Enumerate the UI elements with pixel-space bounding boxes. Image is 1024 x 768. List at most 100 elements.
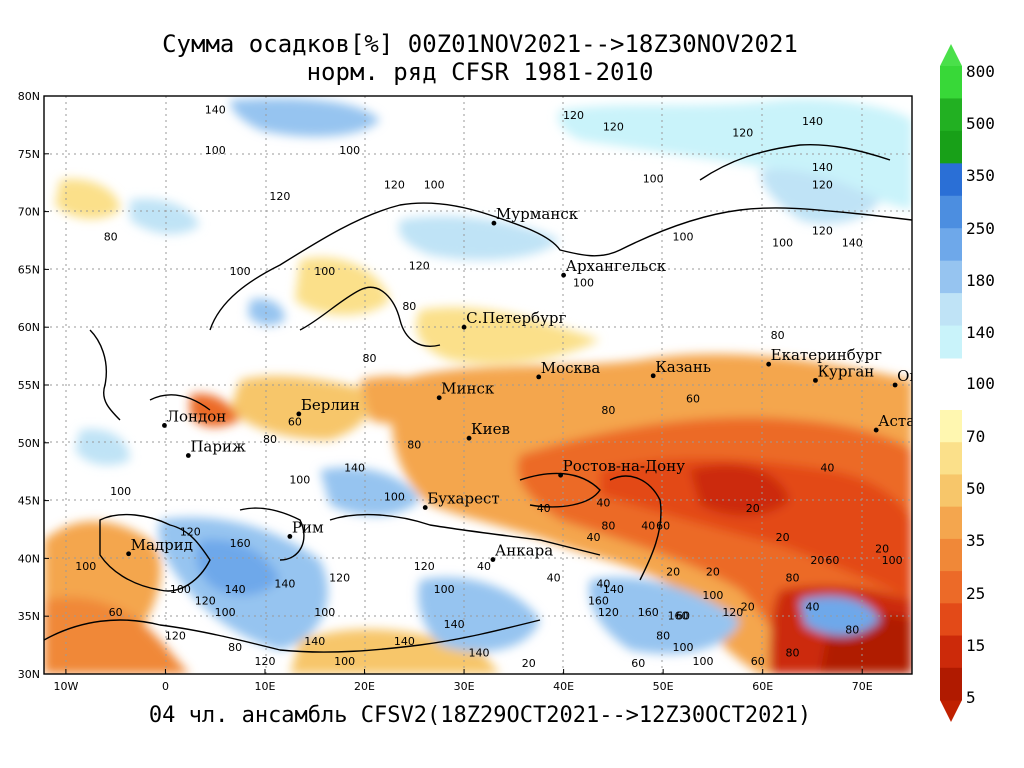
contour-label: 140 <box>205 103 226 116</box>
contour-label: 40 <box>820 462 834 475</box>
contour-label: 100 <box>384 491 405 504</box>
city-label: Рим <box>292 518 324 536</box>
colorbar-swatch <box>940 98 962 132</box>
colorbar-label: 800 <box>966 62 995 81</box>
contour-label: 20 <box>776 531 790 544</box>
map-title-line2: норм. ряд CFSR 1981-2010 <box>306 58 654 86</box>
contour-label: 80 <box>363 352 377 365</box>
contour-label: 40 <box>596 496 610 509</box>
city-label: Курган <box>817 362 874 380</box>
city-marker <box>561 272 567 278</box>
contour-label: 140 <box>304 635 325 648</box>
colorbar-label: 350 <box>966 166 995 185</box>
colorbar-label: 15 <box>966 636 986 655</box>
contour-label: 120 <box>409 259 430 272</box>
map-footer: 04 чл. ансамбль CFSV2(18Z29OCT2021-->12Z… <box>148 703 812 728</box>
contour-label: 60 <box>288 415 302 428</box>
contour-label: 100 <box>205 144 226 157</box>
contour-label: 80 <box>263 433 277 446</box>
contour-label: 140 <box>802 115 823 128</box>
coastlines <box>44 143 912 653</box>
colorbar-swatch <box>940 66 962 99</box>
colorbar-label: 140 <box>966 323 995 342</box>
city-marker <box>813 377 818 383</box>
colorbar-label: 180 <box>966 271 995 290</box>
city-label: Казань <box>655 358 711 376</box>
contour-label: 60 <box>676 610 690 623</box>
lat-tick-label: 35N <box>18 610 40 623</box>
contour-label: 140 <box>344 462 365 475</box>
contour-label: 60 <box>825 554 839 567</box>
contour-label: 120 <box>329 572 350 585</box>
contour-label: 140 <box>468 647 489 660</box>
colorbar-label: 250 <box>966 219 995 238</box>
colorbar-swatch <box>940 635 962 669</box>
contour-label: 100 <box>434 583 455 596</box>
city-marker <box>185 453 191 458</box>
contour-label: 100 <box>339 144 360 157</box>
contour-label: 20 <box>875 543 889 556</box>
lon-tick-label: 60E <box>752 680 773 693</box>
city-label: Лондон <box>166 407 226 425</box>
precipitation-fields <box>44 96 912 674</box>
contour-label: 100 <box>882 554 903 567</box>
contour-label: 100 <box>673 231 694 244</box>
city-label: Мадрид <box>131 536 193 554</box>
city-marker <box>287 534 293 539</box>
colorbar-label: 50 <box>966 479 986 498</box>
colorbar-swatch <box>940 293 962 327</box>
colorbar-label: 35 <box>966 531 986 550</box>
lat-tick-label: 45N <box>18 495 40 508</box>
colorbar-label: 70 <box>966 427 986 446</box>
contour-label: 120 <box>195 595 216 608</box>
contour-label: 80 <box>402 300 416 313</box>
contour-label: 100 <box>573 277 594 290</box>
city-marker <box>422 505 428 510</box>
contour-label: 160 <box>230 537 251 550</box>
lon-tick-label: 50E <box>653 680 674 693</box>
contour-label: 20 <box>741 600 755 613</box>
contour-label: 120 <box>603 121 624 134</box>
contour-label: 60 <box>751 655 765 668</box>
contour-label: 120 <box>384 178 405 191</box>
colorbar-swatch <box>940 667 962 701</box>
contour-label: 60 <box>656 520 670 533</box>
lat-tick-label: 80N <box>18 90 40 103</box>
colorbar-swatch <box>940 506 962 540</box>
contour-label: 100 <box>75 560 96 573</box>
contour-label: 40 <box>586 531 600 544</box>
contour-label: 20 <box>522 657 536 670</box>
city-marker <box>126 551 132 557</box>
contour-label: 160 <box>668 610 689 623</box>
city-marker <box>436 395 442 401</box>
contour-label: 100 <box>702 589 723 602</box>
city-marker <box>766 361 772 367</box>
lat-tick-label: 50N <box>18 437 40 450</box>
colorbar-swatch <box>940 538 962 572</box>
contour-label: 100 <box>692 655 713 668</box>
lon-tick-label: 20E <box>354 680 375 693</box>
city-label: Мурманск <box>496 205 579 223</box>
colorbar-swatch <box>940 260 962 294</box>
contour-label: 100 <box>643 173 664 186</box>
contour-label: 100 <box>424 178 445 191</box>
city-label: Киев <box>471 420 510 438</box>
lon-tick-label: 10W <box>53 680 78 693</box>
graticule <box>44 96 912 674</box>
colorbar-top-arrow <box>940 44 962 66</box>
lat-tick-label: 55N <box>18 379 40 392</box>
latitude-axis: 80N 75N 70N 65N 60N 55N 50N 45N 40N 35N 30N <box>18 90 49 681</box>
contour-label: 80 <box>786 647 800 660</box>
city-marker <box>162 423 167 428</box>
contour-label: 120 <box>722 606 743 619</box>
contour-label: 80 <box>601 520 615 533</box>
contour-label: 40 <box>477 560 491 573</box>
contour-label: 100 <box>230 265 251 278</box>
city-marker <box>490 557 496 562</box>
colorbar-swatch <box>940 442 962 475</box>
lat-tick-label: 30N <box>18 668 40 681</box>
contour-label: 20 <box>746 502 760 515</box>
contour-label: 140 <box>274 577 295 590</box>
colorbar-swatch <box>940 130 962 164</box>
